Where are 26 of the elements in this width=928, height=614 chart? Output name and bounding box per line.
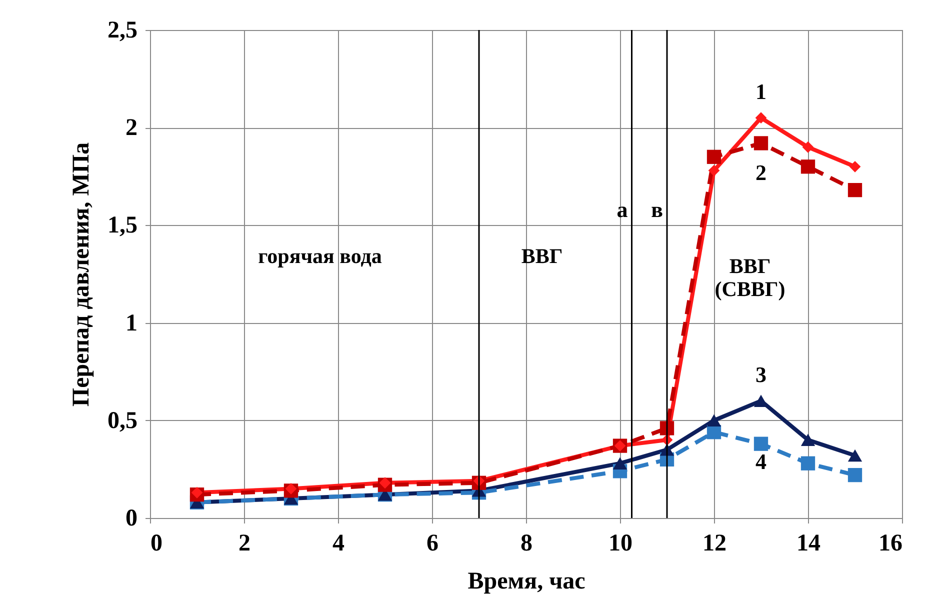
y-tick-label: 0 [126,506,138,532]
y-axis-title: Перепад давления, МПа [68,142,94,407]
ref-line-label: в [651,197,664,222]
x-tick-label: 10 [608,530,632,556]
y-tick-label: 0,5 [108,408,138,434]
series-label: 1 [756,78,766,104]
x-tick-label: 6 [426,530,438,556]
x-tick-label: 4 [332,530,344,556]
annotation: горячая вода [258,244,382,268]
x-tick-label: 14 [796,530,820,556]
x-tick-label: 0 [150,530,162,556]
y-tick-label: 1,5 [108,212,138,239]
series-label: 2 [756,160,766,186]
y-tick-label: 2 [126,115,138,142]
x-tick-label: 2 [238,530,250,556]
series-label: 3 [756,362,766,387]
x-tick-label: 12 [702,530,726,556]
annotation: ВВГ [521,244,563,268]
ref-line-label: а [616,197,628,222]
x-axis-title: Время, час [468,568,586,594]
y-tick-label: 2,5 [108,18,138,44]
annotation: ВВГ (СВВГ) [714,254,786,301]
series-label: 4 [756,449,766,474]
x-tick-label: 8 [520,530,532,556]
y-tick-label: 1 [126,310,138,336]
x-tick-label: 16 [878,530,902,556]
